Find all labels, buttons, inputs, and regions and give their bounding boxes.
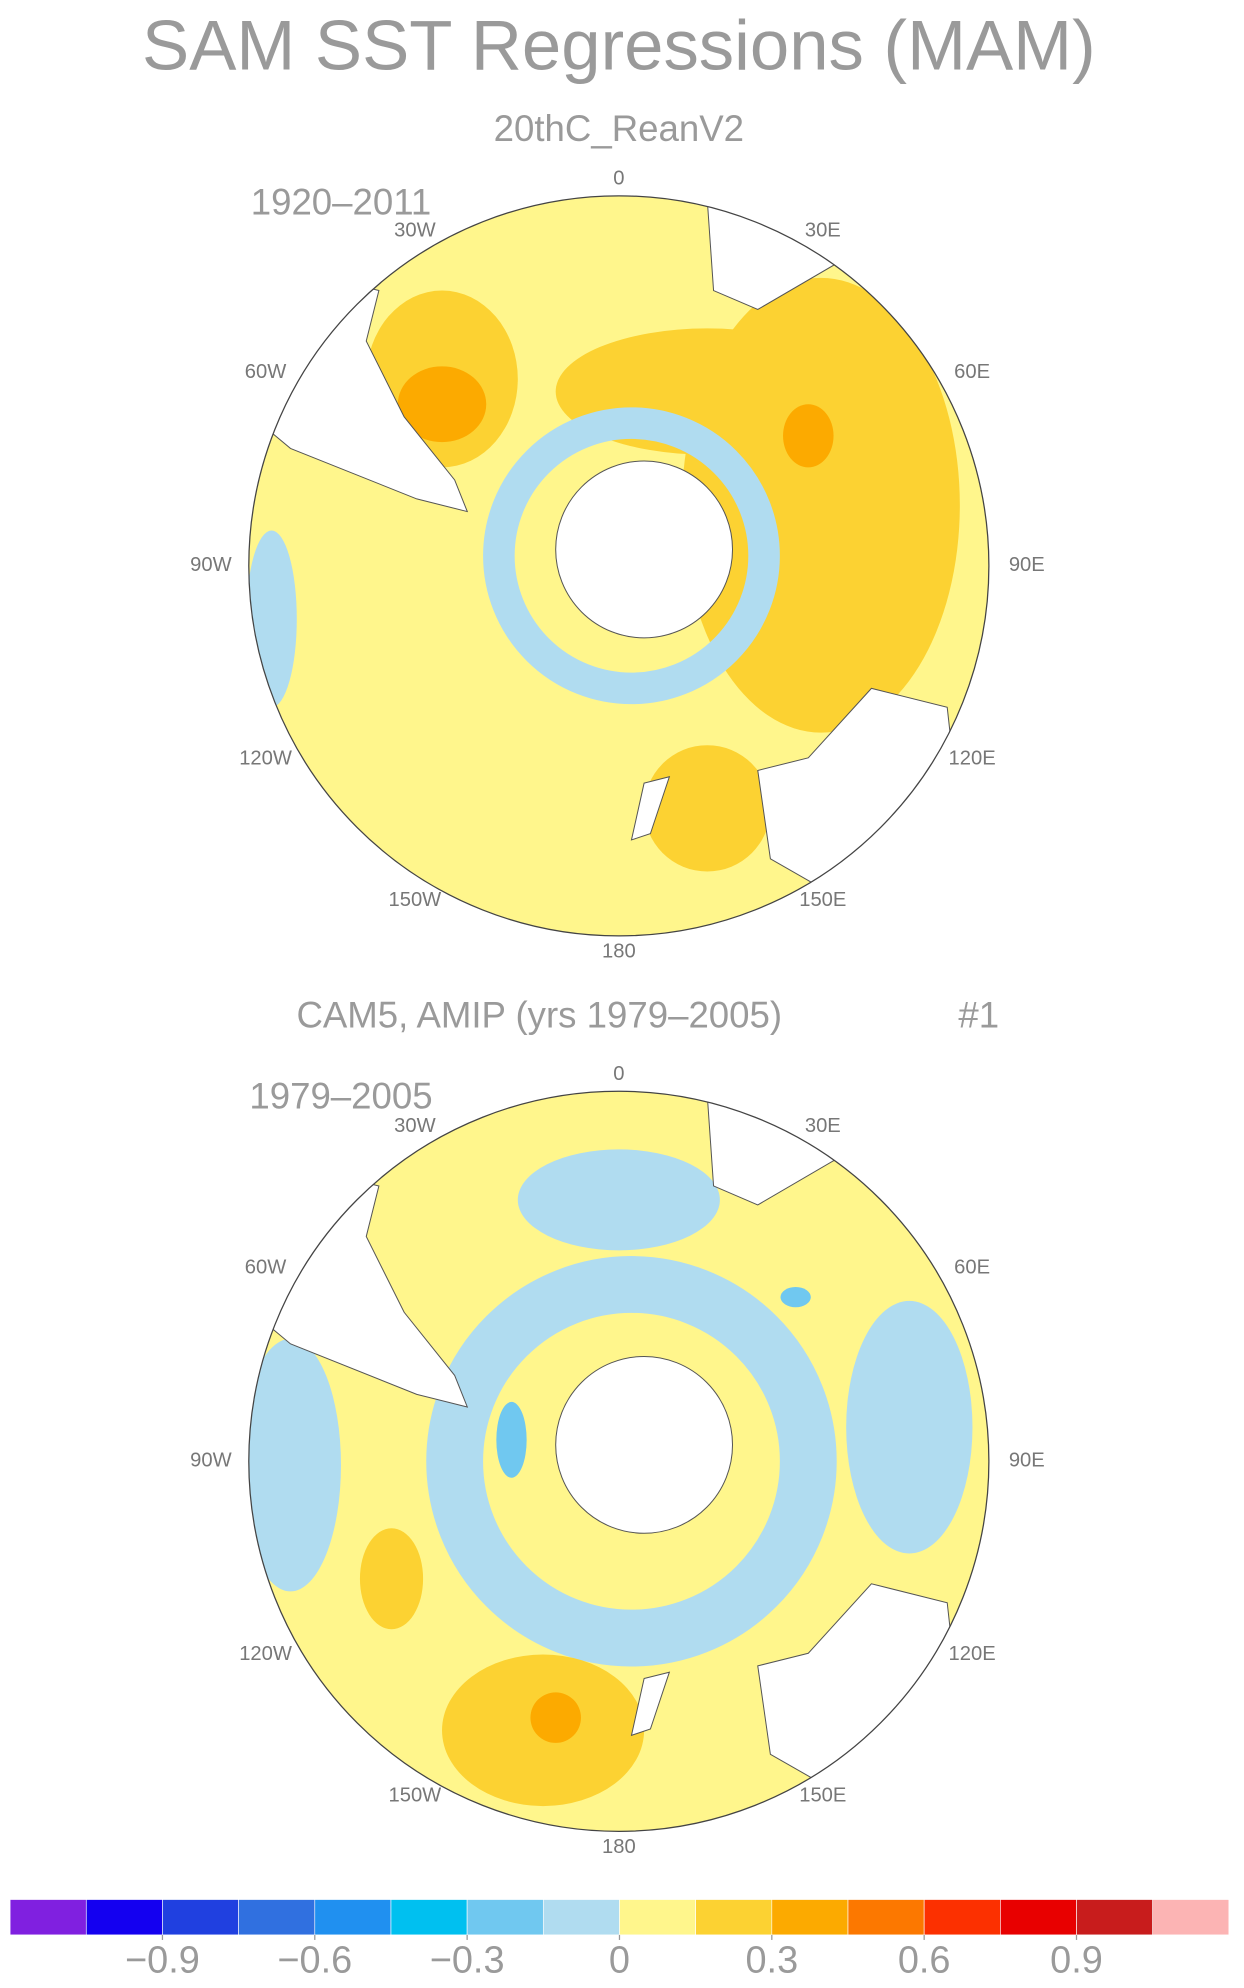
- figure-title: SAM SST Regressions (MAM): [142, 5, 1096, 84]
- anomaly-region: [496, 1401, 527, 1478]
- longitude-label: 0: [613, 168, 624, 190]
- longitude-label: 180: [602, 1836, 636, 1858]
- colorbar-box: [1000, 1899, 1077, 1936]
- colorbar-box: [85, 1899, 163, 1936]
- colorbar-box: [771, 1899, 849, 1936]
- colorbar-label: −0.3: [430, 1940, 505, 1982]
- colorbar-label: −0.6: [277, 1940, 352, 1982]
- colorbar-label: 0.9: [1050, 1940, 1103, 1982]
- run-label: #1: [958, 995, 999, 1036]
- colorbar-box: [619, 1899, 696, 1936]
- anomaly-region: [783, 404, 834, 468]
- map: [248, 195, 989, 936]
- longitude-label: 90W: [190, 1450, 232, 1472]
- longitude-label: 150E: [799, 889, 846, 911]
- longitude-label: 60W: [245, 1256, 287, 1278]
- colorbar-label: 0.6: [898, 1940, 951, 1982]
- anomaly-region: [780, 1287, 811, 1308]
- map-border: [248, 195, 990, 937]
- anomaly-region: [517, 1149, 720, 1251]
- longitude-label: 60E: [954, 361, 990, 383]
- anomaly-region: [248, 1338, 341, 1592]
- colorbar-box: [542, 1899, 620, 1936]
- longitude-label: 30E: [805, 1115, 841, 1137]
- colorbar-box: [390, 1899, 468, 1936]
- longitude-label: 30W: [394, 220, 436, 242]
- anomaly-ring: [426, 1256, 837, 1667]
- anomaly-region: [530, 1692, 581, 1743]
- longitude-label: 120W: [239, 747, 292, 769]
- anomaly-region: [397, 366, 487, 443]
- anomaly-ring: [483, 407, 780, 705]
- longitude-label: 150W: [389, 889, 442, 911]
- longitude-label: 120E: [949, 1643, 996, 1665]
- longitude-label: 0: [613, 1063, 624, 1085]
- map-border: [248, 1090, 990, 1832]
- land: [630, 1671, 671, 1737]
- colorbar-box: [1152, 1899, 1230, 1936]
- longitude-label: 120W: [239, 1643, 292, 1665]
- colorbar-box: [847, 1899, 925, 1936]
- longitude-label: 90E: [1009, 1450, 1045, 1472]
- colorbar-label: 0.3: [745, 1940, 798, 1982]
- anomaly-region: [644, 745, 771, 872]
- colorbar-box: [9, 1899, 87, 1936]
- colorbar-label: 0: [609, 1940, 630, 1982]
- longitude-label: 60E: [954, 1256, 990, 1278]
- land: [630, 776, 671, 841]
- longitude-label: 90E: [1009, 554, 1045, 576]
- colorbar-box: [162, 1899, 239, 1936]
- map-title: 20thC_ReanV2: [494, 108, 744, 149]
- colorbar-box: [1076, 1899, 1153, 1936]
- period-label: 1979–2005: [249, 1075, 432, 1116]
- longitude-label: 150W: [389, 1784, 442, 1806]
- antarctica: [555, 1355, 734, 1534]
- colorbar-label: −0.9: [125, 1940, 200, 1982]
- map-title: CAM5, AMIP (yrs 1979–2005): [296, 995, 782, 1036]
- colorbar-box: [923, 1899, 1001, 1936]
- anomaly-region: [846, 1300, 973, 1554]
- longitude-label: 60W: [245, 361, 287, 383]
- longitude-label: 180: [602, 941, 636, 963]
- longitude-label: 30E: [805, 220, 841, 242]
- anomaly-region: [248, 530, 297, 708]
- colorbar-box: [466, 1899, 544, 1936]
- longitude-label: 30W: [394, 1115, 436, 1137]
- antarctica: [555, 460, 734, 639]
- colorbar-box: [238, 1899, 316, 1936]
- longitude-label: 120E: [949, 747, 996, 769]
- period-label: 1920–2011: [251, 181, 432, 222]
- anomaly-region: [359, 1528, 424, 1630]
- colorbar-box: [695, 1899, 773, 1936]
- colorbar-box: [314, 1899, 392, 1936]
- longitude-label: 150E: [799, 1784, 846, 1806]
- longitude-label: 90W: [190, 554, 232, 576]
